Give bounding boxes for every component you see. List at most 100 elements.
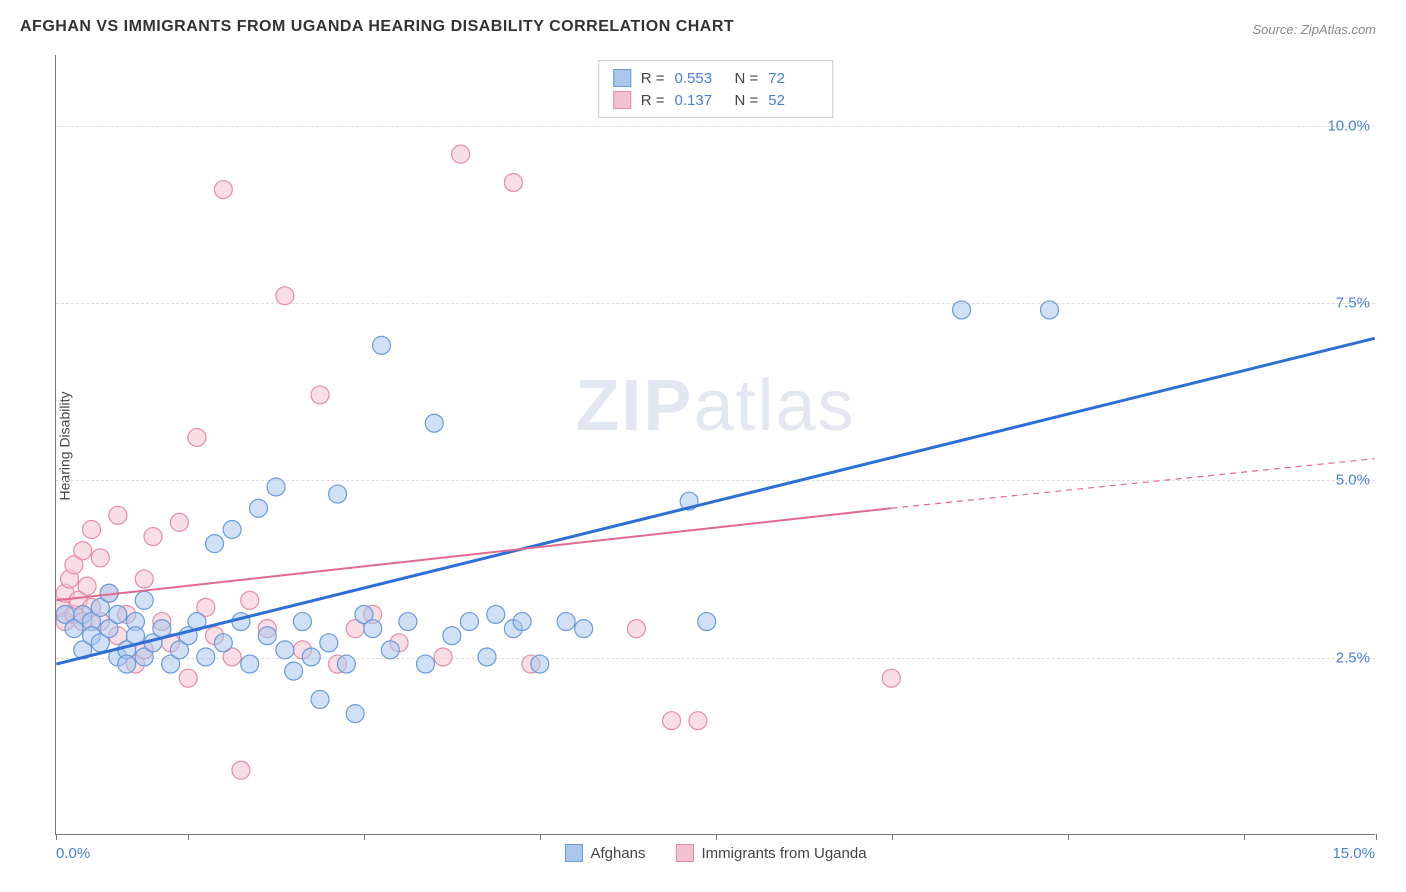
data-point xyxy=(109,506,127,524)
gridline xyxy=(56,126,1375,127)
x-tick xyxy=(716,834,717,840)
data-point xyxy=(460,613,478,631)
data-point xyxy=(179,669,197,687)
legend-item-uganda: Immigrants from Uganda xyxy=(675,844,866,862)
x-tick xyxy=(188,834,189,840)
data-point xyxy=(399,613,417,631)
data-point xyxy=(56,598,70,616)
data-point xyxy=(91,634,109,652)
plot-area: ZIPatlas R = 0.553 N = 72 R = 0.137 N = … xyxy=(55,55,1375,835)
data-point xyxy=(144,634,162,652)
data-point xyxy=(126,613,144,631)
swatch-afghans xyxy=(613,69,631,87)
legend-row-uganda: R = 0.137 N = 52 xyxy=(613,89,819,111)
data-point xyxy=(135,641,153,659)
data-point xyxy=(56,605,74,623)
data-point xyxy=(118,641,136,659)
data-point xyxy=(83,520,101,538)
swatch-afghans-icon xyxy=(564,844,582,862)
data-point xyxy=(144,528,162,546)
data-point xyxy=(214,634,232,652)
data-point xyxy=(91,598,109,616)
data-point xyxy=(78,577,96,595)
r-label: R = xyxy=(641,92,665,109)
data-point xyxy=(91,613,109,631)
regression-line-uganda-solid xyxy=(56,508,891,600)
data-point xyxy=(83,598,101,616)
data-point xyxy=(373,336,391,354)
data-point xyxy=(100,584,118,602)
y-tick-label: 5.0% xyxy=(1336,472,1380,489)
data-point xyxy=(188,428,206,446)
data-point xyxy=(135,570,153,588)
data-point xyxy=(197,598,215,616)
data-point xyxy=(355,605,373,623)
swatch-uganda-icon xyxy=(675,844,693,862)
data-point xyxy=(698,613,716,631)
data-point xyxy=(232,613,250,631)
data-point xyxy=(91,549,109,567)
data-point xyxy=(311,690,329,708)
n-label: N = xyxy=(735,92,759,109)
data-point xyxy=(513,613,531,631)
n-value-uganda: 52 xyxy=(768,92,818,109)
data-point xyxy=(74,641,92,659)
data-point xyxy=(504,620,522,638)
data-point xyxy=(285,662,303,680)
regression-line-uganda-dashed xyxy=(891,459,1374,509)
data-point xyxy=(153,620,171,638)
data-point xyxy=(83,613,101,631)
legend-label-afghans: Afghans xyxy=(590,845,645,862)
data-point xyxy=(162,634,180,652)
data-point xyxy=(223,520,241,538)
data-point xyxy=(882,669,900,687)
legend-label-uganda: Immigrants from Uganda xyxy=(701,845,866,862)
n-value-afghans: 72 xyxy=(768,70,818,87)
data-point xyxy=(276,287,294,305)
data-point xyxy=(293,613,311,631)
data-point xyxy=(179,627,197,645)
y-tick-label: 10.0% xyxy=(1327,117,1380,134)
data-point xyxy=(680,492,698,510)
data-point xyxy=(258,627,276,645)
data-point xyxy=(293,641,311,659)
data-point xyxy=(258,620,276,638)
data-point xyxy=(74,542,92,560)
data-point xyxy=(83,627,101,645)
series-legend: Afghans Immigrants from Uganda xyxy=(564,844,866,862)
data-point xyxy=(381,641,399,659)
x-axis-max-label: 15.0% xyxy=(1332,845,1375,862)
data-point xyxy=(311,386,329,404)
source-attribution: Source: ZipAtlas.com xyxy=(1252,22,1376,37)
data-point xyxy=(65,605,83,623)
data-point xyxy=(425,414,443,432)
data-point xyxy=(232,761,250,779)
r-label: R = xyxy=(641,70,665,87)
x-axis-min-label: 0.0% xyxy=(56,845,90,862)
watermark: ZIPatlas xyxy=(575,365,855,447)
data-point xyxy=(74,605,92,623)
y-tick-label: 2.5% xyxy=(1336,649,1380,666)
chart-title: AFGHAN VS IMMIGRANTS FROM UGANDA HEARING… xyxy=(20,18,734,36)
correlation-legend: R = 0.553 N = 72 R = 0.137 N = 52 xyxy=(598,60,834,118)
data-point xyxy=(487,605,505,623)
data-point xyxy=(69,591,87,609)
data-point xyxy=(100,584,118,602)
gridline xyxy=(56,658,1375,659)
x-tick xyxy=(892,834,893,840)
data-point xyxy=(206,627,224,645)
x-tick xyxy=(1244,834,1245,840)
regression-line-afghans xyxy=(56,338,1374,664)
data-point xyxy=(557,613,575,631)
data-point xyxy=(504,173,522,191)
legend-item-afghans: Afghans xyxy=(564,844,645,862)
data-point xyxy=(249,499,267,517)
data-point xyxy=(364,620,382,638)
r-value-afghans: 0.553 xyxy=(675,70,725,87)
data-point xyxy=(346,620,364,638)
data-point xyxy=(390,634,408,652)
data-point xyxy=(364,605,382,623)
plot-svg xyxy=(56,55,1375,834)
data-point xyxy=(188,613,206,631)
watermark-light: atlas xyxy=(693,366,855,446)
